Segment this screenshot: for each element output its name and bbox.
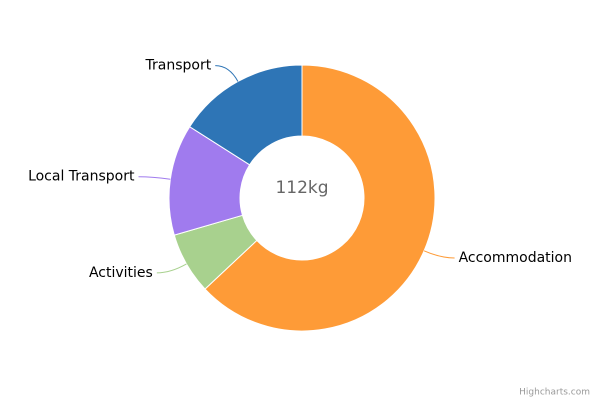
slice-label: Accommodation [459,250,572,266]
slice [189,64,303,166]
connector [215,65,239,82]
slice-label: Activities [89,265,153,281]
slice-label: Local Transport [28,169,135,185]
credits[interactable]: Highcharts.com [519,388,590,398]
connector [138,176,171,180]
connector [156,263,187,274]
connector [423,250,455,259]
slice-label: Transport [145,58,212,74]
center-label: 112kg [275,178,328,198]
slice [204,64,436,332]
